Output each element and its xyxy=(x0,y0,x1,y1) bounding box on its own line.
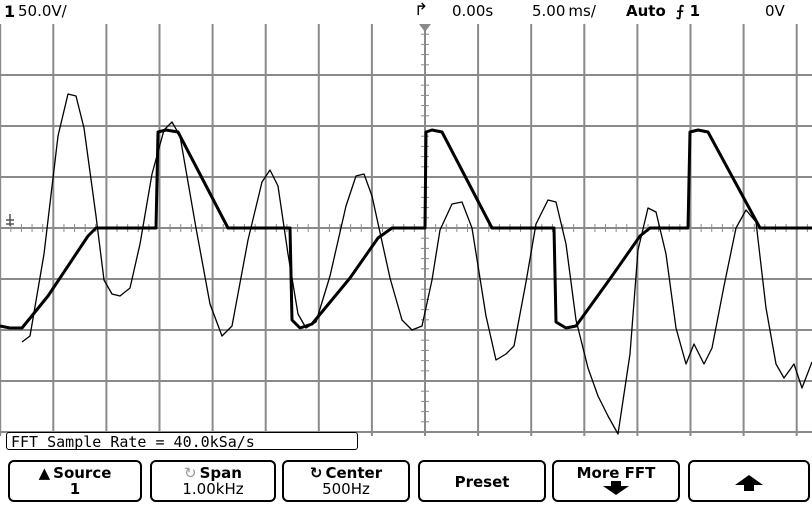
trigger-mode[interactable]: Auto xyxy=(626,2,666,20)
center-softkey[interactable]: ↻ Center 500Hz xyxy=(282,460,410,502)
source-softkey[interactable]: ▲ Source 1 xyxy=(8,460,142,502)
triangle-up-icon: ▲ xyxy=(38,464,51,482)
span-value: 1.00kHz xyxy=(182,480,244,498)
source-label: Source xyxy=(53,464,112,482)
span-softkey[interactable]: ↻ Span 1.00kHz xyxy=(150,460,276,502)
trigger-top-marker xyxy=(419,24,431,32)
more-fft-label: More FFT xyxy=(576,464,656,482)
channel-number[interactable]: 1 xyxy=(4,2,16,21)
knob-icon: ↻ xyxy=(184,464,197,482)
graticule-ticks xyxy=(0,33,808,433)
up-arrow-icon xyxy=(734,473,764,491)
up-softkey[interactable] xyxy=(688,460,810,502)
volts-per-div[interactable]: 50.0V/ xyxy=(18,2,67,20)
down-arrow-icon xyxy=(554,481,678,498)
waveform-screen xyxy=(0,24,812,436)
more-fft-softkey[interactable]: More FFT xyxy=(552,460,680,502)
center-value: 500Hz xyxy=(322,480,370,498)
trigger-level[interactable]: 0V xyxy=(765,2,785,20)
trigger-position-icon: ↱ xyxy=(414,0,429,20)
center-label: Center xyxy=(325,464,383,482)
trigger-source[interactable]: ⨍ 1 xyxy=(676,3,700,20)
status-bar: 1 50.0V/ ↱ 0.00s 5.00 ms/ Auto ⨍ 1 0V xyxy=(0,0,812,24)
preset-softkey[interactable]: Preset xyxy=(418,460,546,502)
preset-label: Preset xyxy=(454,473,510,491)
info-bar: FFT Sample Rate = 40.0kSa/s xyxy=(6,432,358,451)
channel-1-trace xyxy=(0,128,812,330)
knob-icon: ↻ xyxy=(309,464,323,482)
trigger-source-channel: 1 xyxy=(689,2,701,20)
time-per-div[interactable]: 5.00 ms/ xyxy=(532,2,596,20)
source-value: 1 xyxy=(69,480,81,498)
ground-marker[interactable] xyxy=(6,214,14,226)
math-trace xyxy=(21,93,812,435)
softkey-row: ▲ Source 1 ↻ Span 1.00kHz ↻ Center 500Hz Pr… xyxy=(0,452,812,505)
span-label: Span xyxy=(199,464,242,482)
rising-edge-icon: ⨍ xyxy=(676,2,685,20)
time-offset[interactable]: 0.00s xyxy=(452,2,494,20)
